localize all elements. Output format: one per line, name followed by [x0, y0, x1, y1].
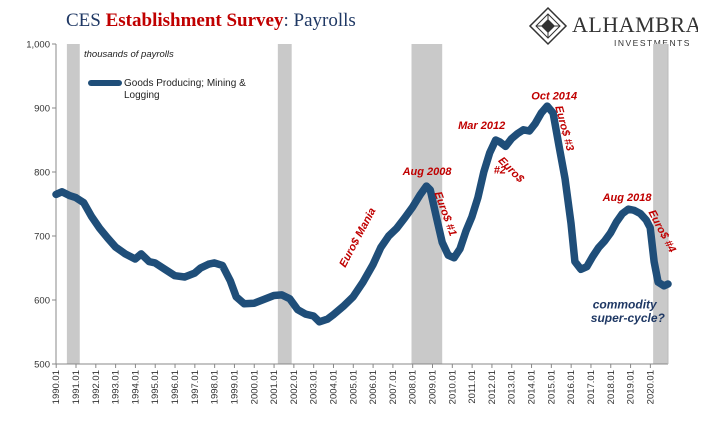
title-part-1: CES [66, 10, 106, 31]
x-tick-label: 2002.01 [289, 370, 300, 404]
x-tick-label: 2013.01 [507, 370, 518, 404]
x-tick-label: 1995.01 [150, 370, 161, 404]
annotation-label: Mar 2012 [458, 120, 505, 132]
recession-band [277, 44, 292, 364]
recession-band [66, 44, 80, 364]
chart-title: CES Establishment Survey: Payrolls [66, 10, 356, 32]
y-tick-label: 900 [34, 104, 50, 115]
x-tick-label: 1999.01 [229, 370, 240, 404]
x-tick-label: 2008.01 [408, 370, 419, 404]
x-tick-label: 1992.01 [91, 370, 102, 404]
x-tick-label: 1990.01 [51, 370, 62, 404]
x-tick-label: 2011.01 [467, 370, 478, 404]
diamond-icon [528, 6, 568, 46]
x-tick-label: 1997.01 [190, 370, 201, 404]
annotation-label: #2 [494, 164, 506, 176]
x-tick-label: 2016.01 [566, 370, 577, 404]
annotation-label: super-cycle? [591, 311, 666, 325]
brand-name: ALHAMBRA [572, 12, 698, 37]
y-tick-label: 700 [34, 232, 50, 243]
annotation-label: Aug 2018 [602, 192, 653, 204]
x-tick-label: 2012.01 [487, 370, 498, 404]
title-part-3: : Payrolls [283, 10, 356, 31]
brand-sub: INVESTMENTS [614, 38, 691, 48]
x-tick-label: 2018.01 [606, 370, 617, 404]
y-tick-label: 1,000 [26, 40, 50, 51]
x-tick-label: 2015.01 [546, 370, 557, 404]
chart-legend: Goods Producing; Mining &Logging [88, 78, 246, 101]
x-tick-label: 2005.01 [348, 370, 359, 404]
x-tick-label: 2004.01 [328, 370, 339, 404]
legend-label: Goods Producing; Mining & [124, 78, 246, 89]
x-tick-label: 2020.01 [645, 370, 656, 404]
chart-axes: 500 600 700 800 900 1,000 1990.01 1991.01 1992.0… [26, 40, 669, 404]
chart-series [52, 102, 672, 326]
annotation-label: commodity [593, 297, 658, 311]
x-tick-label: 1998.01 [210, 370, 221, 404]
y-tick-label: 500 [34, 360, 50, 371]
x-tick-label: 1991.01 [71, 370, 82, 404]
series-line [52, 102, 672, 326]
x-tick-label: 2019.01 [626, 370, 637, 404]
x-tick-label: 2014.01 [527, 370, 538, 404]
y-tick-label: 800 [34, 168, 50, 179]
x-tick-label: 2006.01 [368, 370, 379, 404]
x-tick-label: 2000.01 [249, 370, 260, 404]
legend-label-cont: Logging [124, 90, 160, 101]
alhambra-logo: ALHAMBRA INVESTMENTS [528, 6, 698, 48]
x-tick-label: 2007.01 [388, 370, 399, 404]
x-tick-label: 1994.01 [130, 370, 141, 404]
x-tick-label: 2010.01 [447, 370, 458, 404]
units-label: thousands of payrolls [84, 49, 174, 60]
y-tick-label: 600 [34, 296, 50, 307]
annotation-label: Oct 2014 [531, 91, 577, 103]
x-tick-label: 2017.01 [586, 370, 597, 404]
title-part-2: Establishment Survey [105, 10, 284, 31]
x-tick-label: 2003.01 [309, 370, 320, 404]
x-tick-label: 1993.01 [111, 370, 122, 404]
x-tick-label: 2001.01 [269, 370, 280, 404]
x-tick-label: 2009.01 [428, 370, 439, 404]
annotation-label: Aug 2008 [402, 166, 453, 178]
x-tick-label: 1996.01 [170, 370, 181, 404]
